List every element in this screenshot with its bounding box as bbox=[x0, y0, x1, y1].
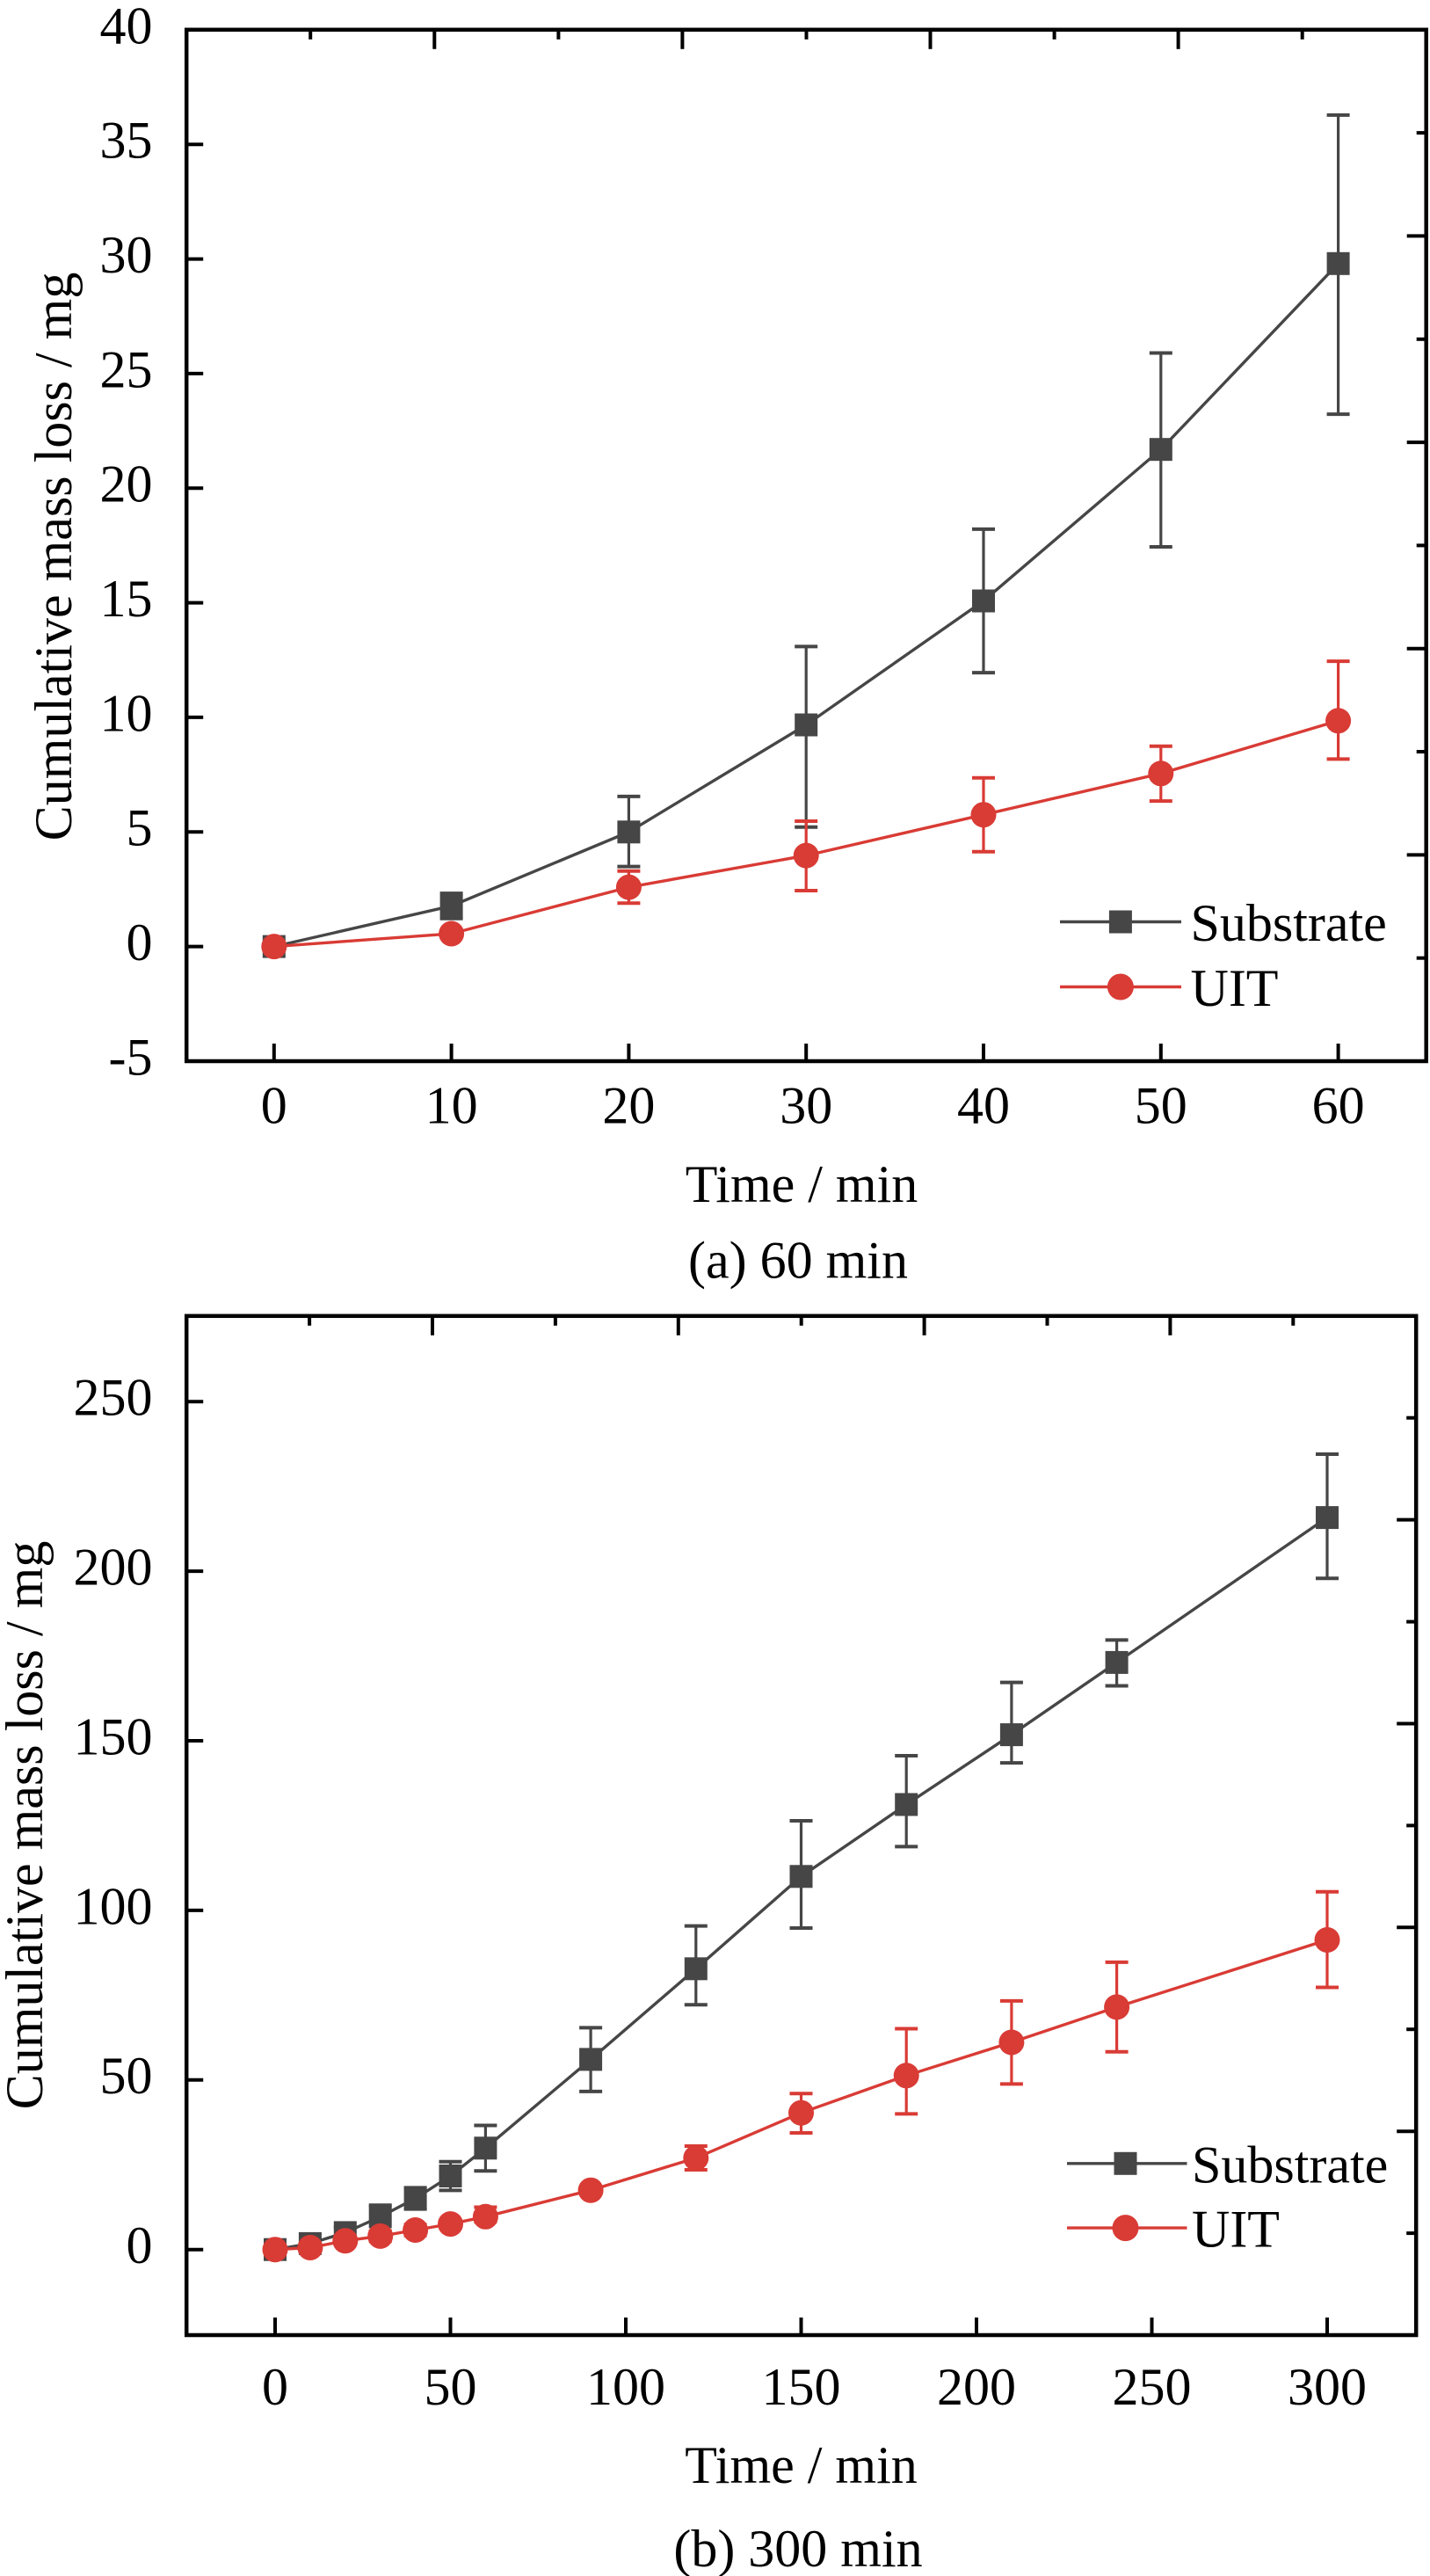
svg-text:250: 250 bbox=[1113, 2358, 1192, 2416]
svg-text:35: 35 bbox=[100, 112, 153, 170]
svg-text:(b) 300 min: (b) 300 min bbox=[673, 2520, 922, 2576]
svg-text:60: 60 bbox=[1312, 1077, 1365, 1135]
svg-text:250: 250 bbox=[74, 1369, 153, 1427]
svg-text:10: 10 bbox=[100, 684, 153, 742]
svg-text:-5: -5 bbox=[109, 1028, 153, 1086]
svg-text:150: 150 bbox=[74, 1707, 153, 1765]
svg-text:Substrate: Substrate bbox=[1192, 2136, 1388, 2194]
svg-text:0: 0 bbox=[127, 913, 153, 971]
svg-text:200: 200 bbox=[74, 1539, 153, 1597]
svg-text:(a) 60 min: (a) 60 min bbox=[688, 1232, 908, 1290]
svg-text:0: 0 bbox=[262, 2358, 288, 2416]
svg-text:50: 50 bbox=[425, 2358, 477, 2416]
svg-text:Substrate: Substrate bbox=[1191, 894, 1387, 952]
svg-text:150: 150 bbox=[762, 2358, 841, 2416]
svg-text:20: 20 bbox=[100, 455, 153, 513]
svg-text:0: 0 bbox=[127, 2216, 153, 2274]
svg-text:30: 30 bbox=[780, 1077, 832, 1135]
svg-text:Time / min: Time / min bbox=[685, 2436, 918, 2494]
svg-text:15: 15 bbox=[100, 570, 153, 628]
svg-text:0: 0 bbox=[261, 1077, 287, 1135]
svg-text:30: 30 bbox=[100, 226, 153, 284]
svg-text:UIT: UIT bbox=[1192, 2201, 1280, 2259]
svg-text:50: 50 bbox=[1135, 1077, 1187, 1135]
svg-text:300: 300 bbox=[1288, 2358, 1367, 2416]
svg-text:100: 100 bbox=[74, 1877, 153, 1935]
svg-text:100: 100 bbox=[586, 2358, 665, 2416]
svg-text:40: 40 bbox=[100, 0, 153, 55]
svg-text:40: 40 bbox=[957, 1077, 1010, 1135]
svg-text:Time / min: Time / min bbox=[686, 1155, 918, 1213]
svg-text:10: 10 bbox=[425, 1077, 478, 1135]
svg-text:5: 5 bbox=[127, 799, 153, 857]
svg-text:50: 50 bbox=[100, 2047, 153, 2105]
svg-text:20: 20 bbox=[602, 1077, 655, 1135]
svg-text:200: 200 bbox=[937, 2358, 1016, 2416]
svg-text:Cumulative mass loss / mg: Cumulative mass loss / mg bbox=[0, 1541, 54, 2110]
svg-text:25: 25 bbox=[100, 340, 153, 398]
svg-text:UIT: UIT bbox=[1191, 959, 1279, 1017]
svg-text:Cumulative mass loss / mg: Cumulative mass loss / mg bbox=[25, 273, 83, 841]
